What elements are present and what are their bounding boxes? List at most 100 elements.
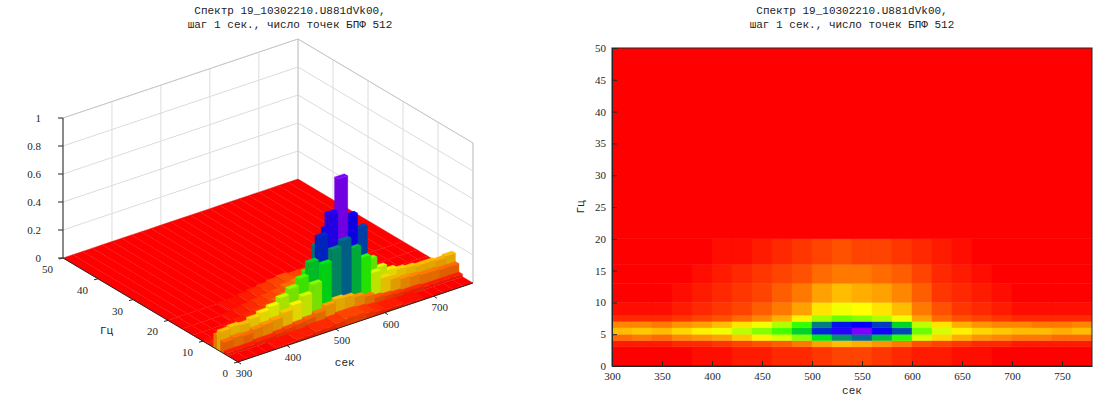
y-tick-label: 50 xyxy=(595,42,607,54)
z-tick xyxy=(58,174,63,175)
x-tick-mark xyxy=(1012,361,1013,366)
heatmap-cell xyxy=(792,264,812,283)
heatmap-cell xyxy=(612,315,632,321)
surface-cell xyxy=(328,245,341,250)
heatmap-cell xyxy=(1052,341,1072,347)
heatmap-cell xyxy=(852,48,872,239)
heatmap-cell xyxy=(992,321,1012,327)
heatmap-cell xyxy=(892,264,912,283)
heatmap-cell xyxy=(652,347,672,366)
heatmap-cell xyxy=(852,347,872,366)
heatmap-cell xyxy=(972,315,992,321)
z-tick xyxy=(58,230,63,231)
heatmap-cell xyxy=(952,347,972,366)
heatmap-cell xyxy=(772,315,792,321)
plot-frame xyxy=(612,48,1092,366)
heatmap-cell xyxy=(1052,48,1072,239)
heatmap-cell xyxy=(912,48,932,239)
heatmap-cell xyxy=(952,283,972,302)
y-tick-label: 50 xyxy=(42,263,54,275)
y-tick xyxy=(164,320,168,321)
heatmap-cell xyxy=(732,321,752,327)
y-tick: 45 xyxy=(595,74,617,86)
surface-cell xyxy=(305,258,318,263)
surface-cell xyxy=(318,259,331,264)
grid-line xyxy=(368,81,369,221)
heatmap-cell xyxy=(952,315,972,321)
heatmap-cell xyxy=(632,48,652,239)
x-tick-mark xyxy=(762,361,763,366)
heatmap-cell xyxy=(1052,347,1072,366)
heatmap-cell xyxy=(912,347,932,366)
x-axis-title: сек xyxy=(335,357,355,369)
heatmap-cell xyxy=(872,334,892,340)
chart-title-line: Спектр 19_10302210.U881dVk00, xyxy=(194,5,385,17)
heatmap-cell xyxy=(1032,48,1052,239)
heatmap-cell xyxy=(852,264,872,283)
surface-cell xyxy=(286,284,299,289)
heatmap-cell xyxy=(792,302,812,315)
y-axis-title: Гц xyxy=(575,200,587,214)
heatmap-cell xyxy=(1052,283,1072,302)
heatmap-cell xyxy=(892,48,912,239)
heatmap-cell xyxy=(952,239,972,264)
surface-cell xyxy=(73,251,188,317)
x-tick: 650 xyxy=(954,361,971,382)
heatmap-cell xyxy=(652,48,672,239)
heatmap-cell xyxy=(912,264,932,283)
heatmap-cell xyxy=(672,328,692,334)
heatmap-cell xyxy=(832,48,852,239)
heatmap-cell xyxy=(1012,341,1032,347)
x-tick: 350 xyxy=(654,361,671,382)
grid-line xyxy=(298,39,473,143)
heatmap-cell xyxy=(672,334,692,340)
x-tick-label: 500 xyxy=(804,370,821,382)
heatmap-cell xyxy=(1012,315,1032,321)
heatmap-cell xyxy=(692,302,712,315)
x-axis: 300350400450500550600650700750 xyxy=(604,361,1092,382)
grid-line xyxy=(209,69,210,209)
x-tick-label: 450 xyxy=(754,370,771,382)
y-tick-label: 20 xyxy=(595,233,607,245)
heatmap-cell xyxy=(812,341,832,347)
heatmap-cell xyxy=(1012,283,1032,302)
heatmap-cell xyxy=(952,264,972,283)
x-tick-mark xyxy=(862,361,863,366)
heatmap-cell xyxy=(992,283,1012,302)
heatmap-cell xyxy=(652,328,672,334)
box-edge xyxy=(298,39,473,143)
y-tick: 50 xyxy=(595,42,617,54)
heatmap-cell xyxy=(1032,341,1052,347)
heatmap-cell xyxy=(772,302,792,315)
y-tick xyxy=(234,362,238,363)
heatmap-cell xyxy=(832,283,852,302)
surface-cell xyxy=(332,295,345,300)
heatmap-cell xyxy=(792,315,812,321)
heatmap-cell xyxy=(712,321,732,327)
heatmap-cell xyxy=(712,239,732,264)
surface-panel: 3004005006007000102030405000.20.40.60.81… xyxy=(27,39,473,379)
heatmap-cell xyxy=(1012,347,1032,366)
heatmap-cell xyxy=(912,315,932,321)
x-tick: 750 xyxy=(1054,361,1071,382)
heatmap-cell xyxy=(1072,264,1092,283)
heatmap-cell xyxy=(1012,321,1032,327)
heatmap-cell xyxy=(932,48,952,239)
surface-cell xyxy=(309,279,322,284)
heatmap-cell xyxy=(772,239,792,264)
heatmap-cell xyxy=(672,321,692,327)
heatmap-cell xyxy=(612,302,632,315)
y-tick-label: 10 xyxy=(182,346,194,358)
heatmap-cell xyxy=(812,239,832,264)
heatmap-cell xyxy=(832,302,852,315)
heatmap-cell xyxy=(872,347,892,366)
chart-title-line: шаг 1 сек., число точек БПФ 512 xyxy=(188,19,393,31)
x-tick-mark xyxy=(662,361,663,366)
heatmap-cell xyxy=(652,283,672,302)
heatmap-cell xyxy=(812,347,832,366)
heatmap-cell xyxy=(1072,334,1092,340)
grid-line xyxy=(160,85,161,225)
y-tick: 10 xyxy=(595,296,617,308)
heatmap-cell xyxy=(632,315,652,321)
heatmap-cell xyxy=(732,334,752,340)
